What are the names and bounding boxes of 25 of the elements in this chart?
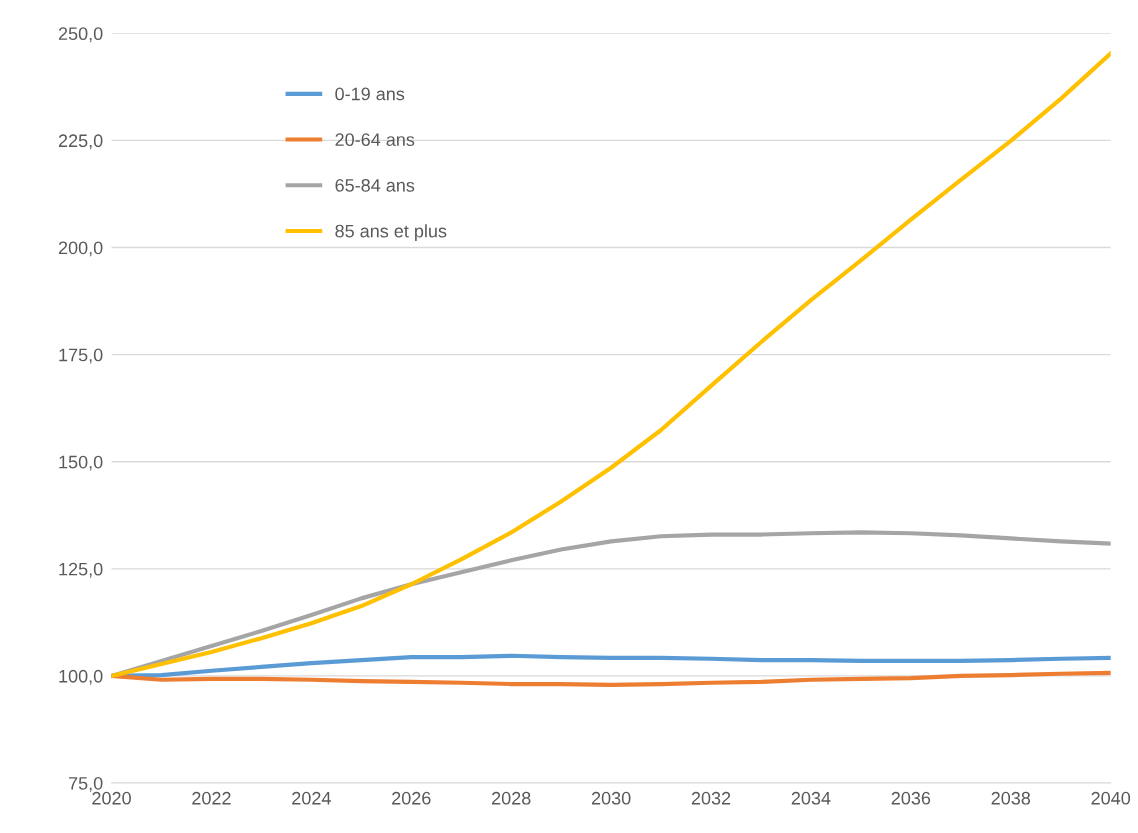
x-tick-label: 2032	[691, 791, 731, 805]
x-tick-label: 2026	[392, 791, 431, 805]
y-tick-label: 175,0	[59, 348, 103, 364]
x-tick-label: 2022	[192, 791, 231, 805]
x-tick-label: 2020	[92, 791, 131, 805]
y-tick-label: 200,0	[58, 241, 103, 257]
y-tick-label: 250,0	[58, 27, 103, 43]
legend-label: 85 ans et plus	[335, 224, 447, 242]
x-tick-label: 2036	[891, 791, 931, 805]
legend-label: 20-64 ans	[335, 133, 415, 147]
y-tick-label: 225,0	[58, 134, 103, 150]
y-tick-label: 125,0	[59, 562, 103, 578]
x-tick-label: 2038	[991, 791, 1031, 805]
x-tick-label: 2024	[292, 791, 331, 805]
line-series	[111, 670, 1111, 688]
y-tick-label: 100,0	[59, 669, 103, 685]
legend-label: 0-19 ans	[335, 87, 405, 101]
line-series	[111, 51, 1111, 679]
x-tick-label: 2040	[1091, 791, 1131, 805]
legend-label: 65-84 ans	[335, 178, 415, 192]
y-tick-label: 75,0	[68, 776, 103, 792]
x-tick-label: 2028	[492, 791, 531, 805]
x-tick-label: 2030	[591, 791, 631, 805]
y-tick-label: 150,0	[59, 455, 103, 471]
x-tick-label: 2034	[791, 791, 831, 805]
